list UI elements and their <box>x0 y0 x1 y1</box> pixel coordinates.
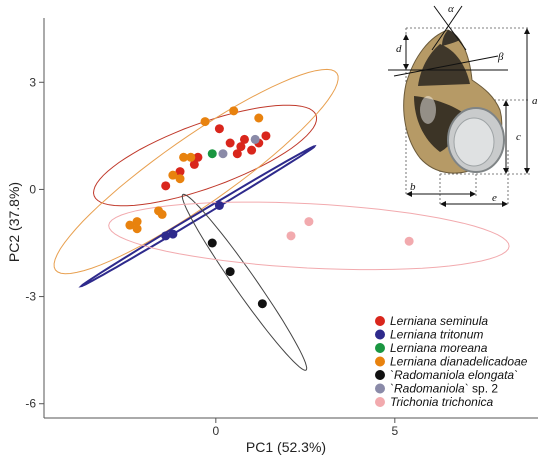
point-red <box>236 142 246 152</box>
legend-label: Lerniana dianadelicadoae <box>390 355 528 369</box>
legend-marker <box>375 343 385 353</box>
point-orange <box>186 152 196 162</box>
point-pink <box>304 217 314 227</box>
y-tick-label: -3 <box>25 290 36 304</box>
confidence-ellipses <box>53 68 510 371</box>
point-red <box>225 138 235 148</box>
point-black <box>257 299 267 309</box>
point-green <box>207 149 217 159</box>
ellipse-black <box>181 193 308 371</box>
legend-label-part: Lerniana moreana <box>390 341 488 355</box>
shell-label-e: e <box>492 192 497 204</box>
point-red <box>247 145 257 155</box>
y-axis-title: PC2 (37.8%) <box>6 182 22 262</box>
point-orange <box>200 117 210 127</box>
shell-label-a: a <box>532 95 538 107</box>
point-red <box>232 149 242 159</box>
ellipse-red <box>92 104 318 207</box>
point-navy <box>161 231 171 241</box>
legend-label: `Radomaniola elongata` <box>390 368 518 382</box>
legend-label: `Radomaniola` sp. 2 <box>390 382 498 396</box>
legend-label-part: sp. 2 <box>469 382 499 396</box>
point-red <box>261 131 271 141</box>
point-red <box>193 152 203 162</box>
legend-marker <box>375 329 385 340</box>
point-orange <box>175 174 185 184</box>
point-red <box>161 181 171 191</box>
shell-label-b: b <box>410 181 416 193</box>
point-orange <box>157 209 167 219</box>
legend-label: Lerniana seminula <box>390 314 488 328</box>
legend-marker <box>375 383 385 394</box>
legend-label: Lerniana moreana <box>390 341 488 355</box>
legend-label-part: Trichonia trichonica <box>390 395 493 409</box>
point-orange <box>168 170 178 180</box>
point-navy <box>214 201 224 210</box>
point-black <box>207 238 217 248</box>
y-tick-label: 3 <box>29 75 36 89</box>
point-orange <box>254 113 264 123</box>
legend-label-part: Lerniana tritonum <box>390 328 483 342</box>
shell-diagram: α β d a c b e <box>388 3 538 207</box>
point-grey <box>218 149 228 159</box>
legend-marker <box>375 370 385 380</box>
legend-label: Lerniana tritonum <box>390 328 483 342</box>
shell-label-d: d <box>396 43 402 55</box>
point-black <box>225 267 235 277</box>
ellipse-orange <box>53 68 339 275</box>
shell-label-c: c <box>516 131 521 143</box>
ellipse-navy <box>78 144 317 288</box>
y-tick-label: 0 <box>29 182 36 196</box>
point-orange <box>132 224 142 234</box>
x-tick-label: 0 <box>212 424 219 438</box>
point-orange <box>229 106 239 116</box>
legend-marker <box>375 316 385 326</box>
data-points <box>125 106 414 309</box>
legend-label-part: `Radomaniola elongata` <box>390 368 518 382</box>
legend-label: Trichonia trichonica <box>390 395 493 409</box>
point-orange <box>179 152 189 162</box>
shell-label-beta: β <box>497 51 504 63</box>
point-red <box>239 134 249 144</box>
point-pink <box>286 231 296 241</box>
x-tick-label: 5 <box>391 424 398 438</box>
point-red <box>175 167 185 177</box>
point-orange <box>132 217 142 227</box>
legend-label-part: Lerniana seminula <box>390 314 488 328</box>
point-pink <box>404 236 414 246</box>
legend-label-part: `Radomaniola` <box>390 382 469 396</box>
y-tick-label: -6 <box>25 397 36 411</box>
point-orange <box>125 220 135 230</box>
x-axis-title: PC1 (52.3%) <box>246 439 326 455</box>
axis-ticks: 0 5 3 0 -3 -6 <box>25 75 398 438</box>
legend-marker <box>375 356 385 367</box>
point-red <box>189 159 199 169</box>
shell-label-alpha: α <box>448 3 454 15</box>
point-navy <box>168 229 178 239</box>
point-red <box>214 124 224 134</box>
ellipse-pink <box>108 201 510 271</box>
legend-label-part: Lerniana dianadelicadoae <box>390 355 528 369</box>
point-grey <box>250 134 260 144</box>
legend-marker <box>375 397 385 407</box>
